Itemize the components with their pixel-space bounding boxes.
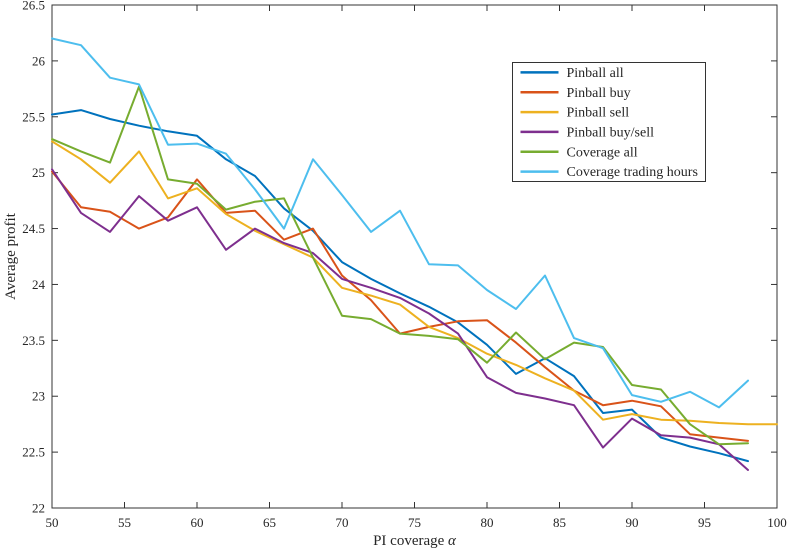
- x-tick-label: 90: [626, 515, 639, 530]
- y-axis-label: Average profit: [3, 212, 19, 300]
- x-tick-label: 95: [698, 515, 711, 530]
- x-tick-label: 55: [118, 515, 131, 530]
- y-tick-label: 25.5: [22, 109, 45, 124]
- series-line-pinball-sell: [51, 140, 778, 426]
- legend-label-pinball-sell: Pinball sell: [567, 106, 630, 121]
- x-tick-label: 60: [191, 515, 204, 530]
- x-tick-label: 80: [481, 515, 494, 530]
- x-tick-label: 75: [408, 515, 421, 530]
- y-tick-label: 23: [32, 389, 45, 404]
- y-tick-label: 22.5: [22, 445, 45, 460]
- y-tick-label: 26: [32, 53, 46, 68]
- y-tick-label: 23.5: [22, 333, 45, 348]
- legend-label-pinball-buy: Pinball buy: [567, 86, 631, 101]
- legend-box: [512, 62, 706, 182]
- y-tick-label: 24.5: [22, 221, 45, 236]
- series-line-pinball-all: [51, 109, 749, 463]
- legend-label-coverage-all: Coverage all: [567, 145, 638, 160]
- x-axis-label: PI coverage α: [373, 533, 457, 549]
- x-tick-label: 85: [553, 515, 566, 530]
- series-line-coverage-trading-hours: [51, 37, 749, 409]
- y-tick-label: 24: [32, 277, 46, 292]
- x-tick-label: 100: [767, 515, 787, 530]
- x-tick-label: 50: [46, 515, 59, 530]
- series-line-coverage-all: [51, 85, 749, 446]
- x-tick-label: 70: [336, 515, 349, 530]
- y-tick-label: 25: [32, 165, 45, 180]
- y-tick-label: 26.5: [22, 0, 45, 13]
- x-tick-label: 65: [263, 515, 276, 530]
- y-tick-label: 22: [32, 501, 45, 516]
- legend-label-coverage-trading-hours: Coverage trading hours: [567, 165, 698, 180]
- series-line-pinball-buy-sell: [51, 168, 749, 471]
- legend-label-pinball-all: Pinball all: [567, 66, 624, 81]
- legend-label-pinball-buy-sell: Pinball buy/sell: [567, 125, 655, 140]
